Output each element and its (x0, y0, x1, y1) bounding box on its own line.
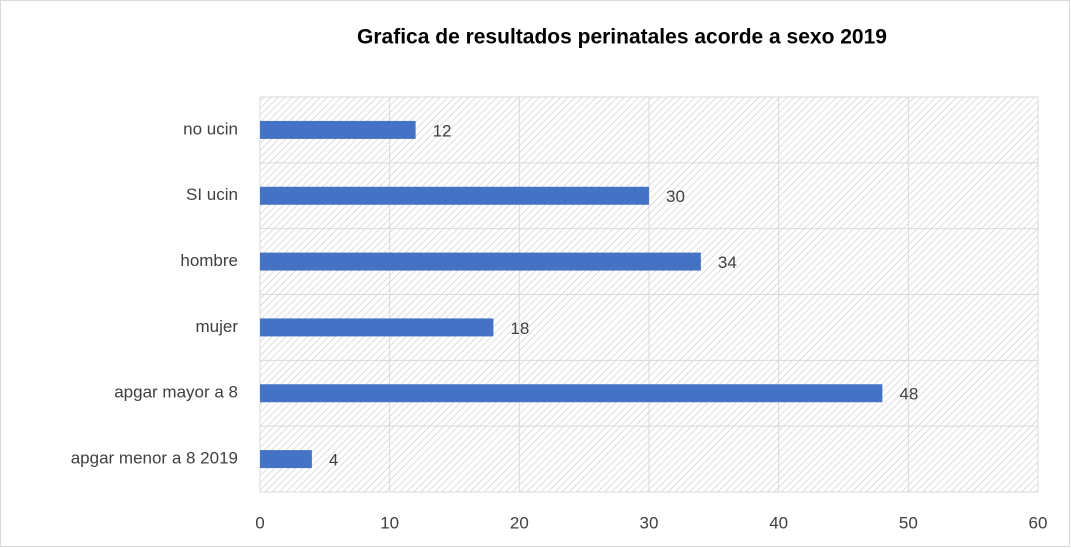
y-tick-label: mujer (195, 317, 238, 336)
data-label: 12 (433, 121, 452, 140)
data-label: 34 (718, 253, 737, 272)
y-tick-label: apgar menor a 8 2019 (71, 449, 238, 468)
data-label: 18 (510, 319, 529, 338)
x-tick-label: 20 (510, 513, 529, 532)
bar (260, 318, 494, 337)
bar (260, 384, 883, 403)
y-tick-label: apgar mayor a 8 (114, 383, 238, 402)
x-tick-label: 60 (1029, 513, 1048, 532)
bar (260, 186, 649, 205)
y-tick-label: SI ucin (186, 185, 238, 204)
y-tick-label: hombre (180, 251, 238, 270)
bar (260, 450, 312, 469)
x-tick-label: 50 (899, 513, 918, 532)
y-tick-label: no ucin (183, 119, 238, 138)
chart-title: Grafica de resultados perinatales acorde… (357, 26, 887, 49)
bar (260, 252, 701, 271)
x-tick-label: 0 (255, 513, 264, 532)
x-tick-label: 40 (769, 513, 788, 532)
data-label: 30 (666, 187, 685, 206)
data-label: 4 (329, 451, 338, 470)
bar (260, 120, 416, 139)
x-tick-label: 30 (640, 513, 659, 532)
data-label: 48 (899, 385, 918, 404)
x-tick-label: 10 (380, 513, 399, 532)
